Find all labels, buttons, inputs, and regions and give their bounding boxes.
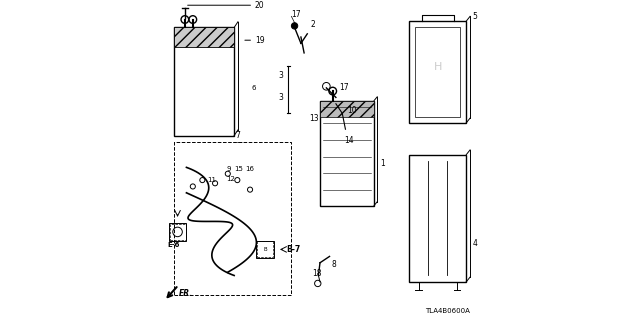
Bar	[173, 28, 234, 46]
Text: 10: 10	[347, 106, 356, 115]
Text: 8: 8	[331, 260, 336, 269]
Bar	[409, 155, 467, 282]
Bar	[415, 28, 460, 116]
Bar	[320, 100, 374, 116]
Text: FR.: FR.	[179, 289, 193, 298]
Text: 13: 13	[309, 114, 319, 123]
Text: 17: 17	[291, 10, 301, 19]
Bar	[257, 242, 273, 257]
Text: 15: 15	[234, 166, 243, 172]
Text: 2: 2	[310, 20, 316, 29]
Bar	[173, 142, 291, 295]
Text: 7: 7	[236, 131, 241, 140]
Bar	[409, 21, 467, 123]
Text: 14: 14	[344, 136, 353, 145]
Text: 19: 19	[255, 36, 264, 45]
Text: H: H	[433, 62, 442, 72]
Text: 4: 4	[472, 239, 477, 248]
Text: B-7: B-7	[287, 245, 301, 254]
Circle shape	[291, 23, 298, 29]
Text: 18: 18	[312, 269, 321, 278]
Bar	[170, 224, 186, 240]
Text: B: B	[263, 247, 267, 252]
Text: TLA4B0600A: TLA4B0600A	[424, 308, 470, 314]
Bar	[169, 223, 186, 241]
Text: 6: 6	[252, 85, 256, 91]
Text: 20: 20	[255, 1, 264, 10]
Text: 3: 3	[278, 93, 284, 102]
Bar	[320, 100, 374, 205]
Bar	[257, 241, 274, 258]
Text: 9: 9	[226, 166, 230, 172]
Text: 5: 5	[472, 12, 477, 21]
Text: 17: 17	[339, 84, 349, 92]
Text: 1: 1	[380, 159, 385, 168]
Text: 3: 3	[278, 71, 284, 80]
Text: 12: 12	[226, 175, 235, 181]
Text: 11: 11	[207, 177, 216, 183]
Bar	[173, 28, 234, 136]
Text: 16: 16	[245, 166, 254, 172]
Text: E-6: E-6	[168, 242, 180, 248]
